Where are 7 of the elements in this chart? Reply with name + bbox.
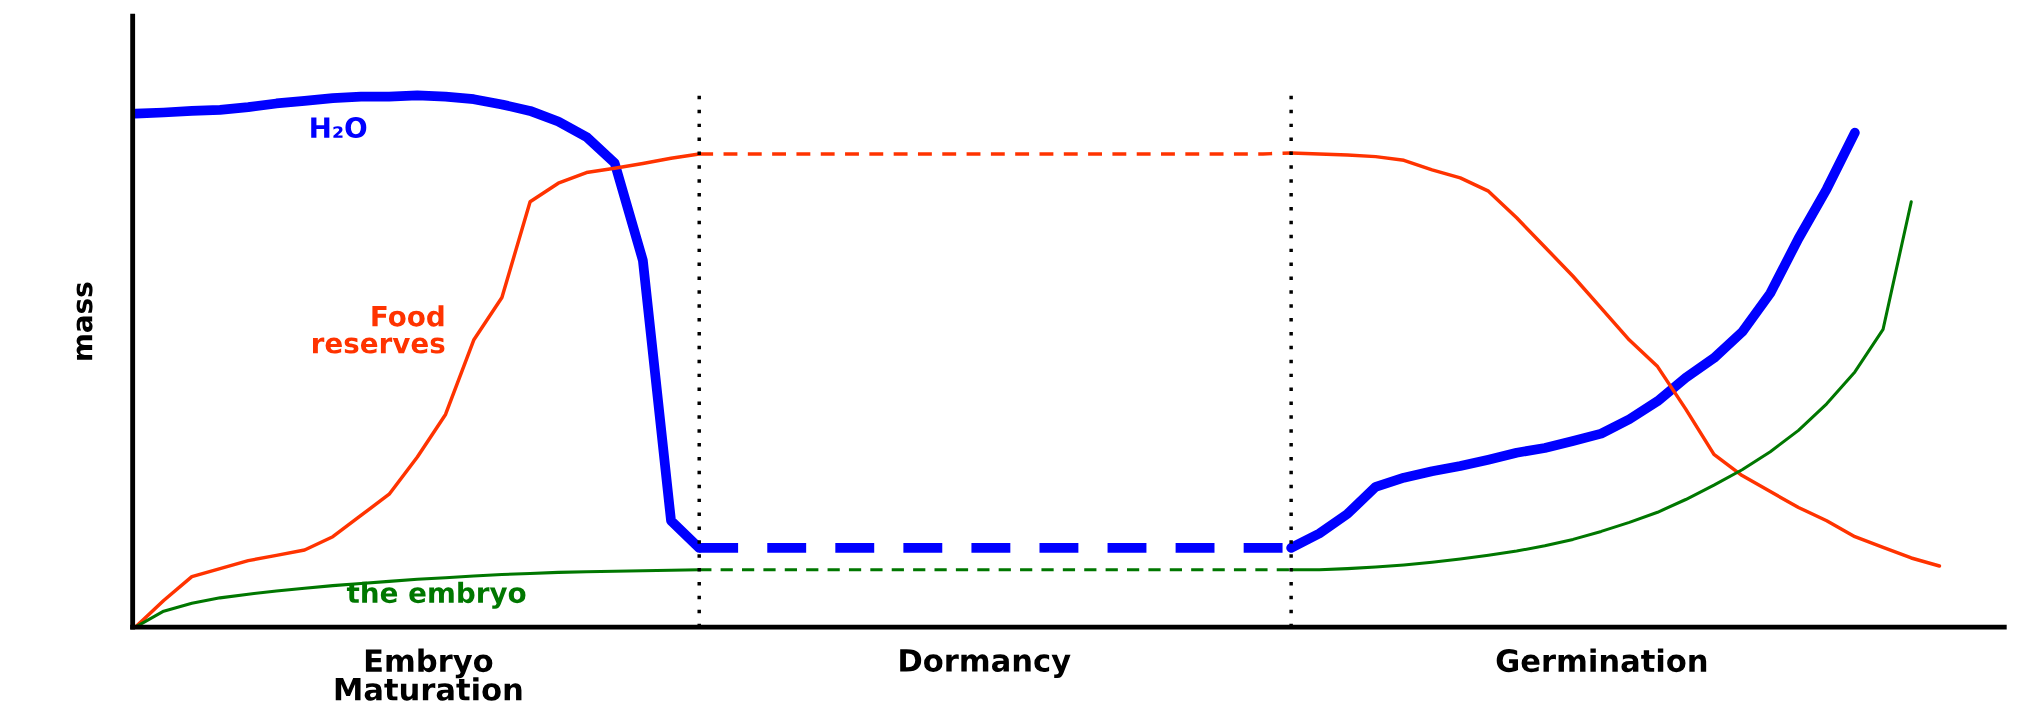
series-label: Food reserves xyxy=(313,305,445,354)
text: Embryo Maturation xyxy=(335,648,522,701)
series-label: the embryo xyxy=(346,581,526,609)
y-axis-title: mass xyxy=(76,282,93,360)
series-label: H₂O xyxy=(311,117,367,139)
text: Dormancy xyxy=(900,649,1071,679)
text: Germination xyxy=(1496,648,1707,673)
